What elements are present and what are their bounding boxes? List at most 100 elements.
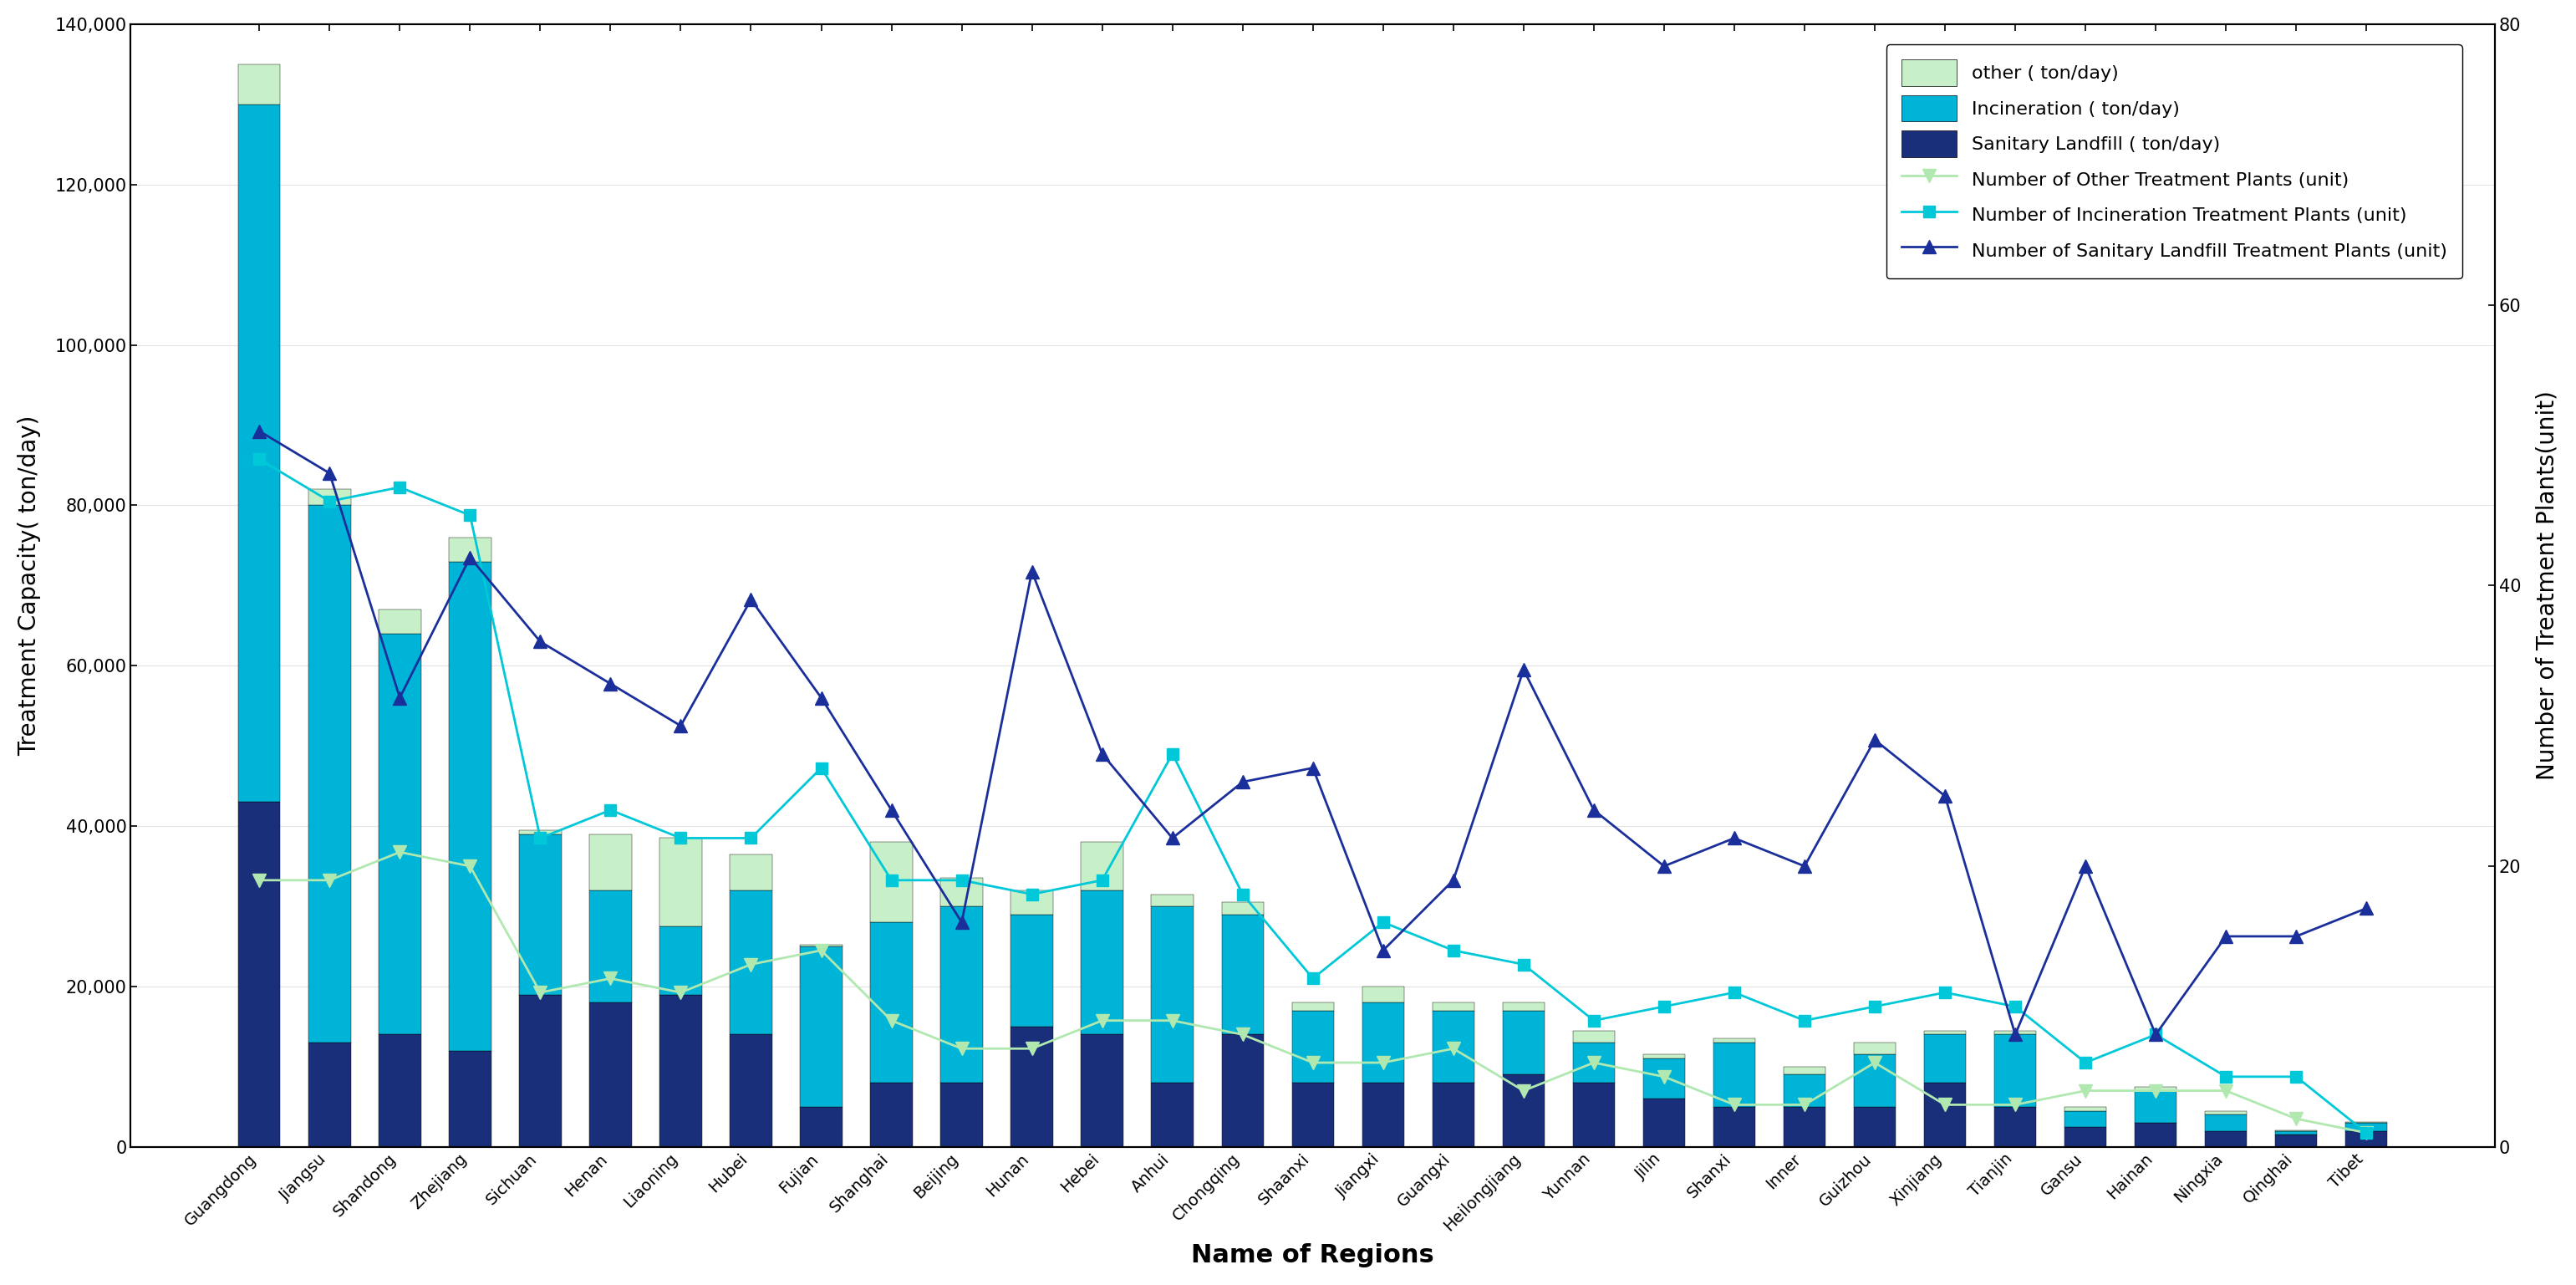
Bar <box>520 830 562 834</box>
Bar <box>448 1051 492 1146</box>
Bar <box>1855 1106 1896 1146</box>
Bar <box>1502 1010 1546 1074</box>
Bar <box>801 944 842 946</box>
Bar <box>1924 1034 1965 1083</box>
Number of Sanitary Landfill Treatment Plants (unit) <box>1437 873 1468 888</box>
Bar <box>1221 1034 1265 1146</box>
Bar <box>1855 1042 1896 1055</box>
Number of Incineration Treatment Plants (unit) <box>1157 747 1188 762</box>
Number of Sanitary Landfill Treatment Plants (unit) <box>1298 761 1329 776</box>
Bar <box>1783 1074 1826 1106</box>
Number of Sanitary Landfill Treatment Plants (unit) <box>1929 788 1960 803</box>
Number of Incineration Treatment Plants (unit) <box>806 761 837 776</box>
Number of Incineration Treatment Plants (unit) <box>1087 873 1118 888</box>
Number of Sanitary Landfill Treatment Plants (unit) <box>2141 1027 2172 1042</box>
Bar <box>1291 1010 1334 1083</box>
Bar <box>2136 1087 2177 1091</box>
Number of Sanitary Landfill Treatment Plants (unit) <box>384 690 415 705</box>
Number of Sanitary Landfill Treatment Plants (unit) <box>526 634 556 649</box>
Bar <box>1082 842 1123 891</box>
Bar <box>1574 1031 1615 1042</box>
Bar <box>379 634 420 1034</box>
Number of Other Treatment Plants (unit) <box>1437 1041 1468 1056</box>
Line: Number of Incineration Treatment Plants (unit): Number of Incineration Treatment Plants … <box>252 454 2372 1139</box>
Bar <box>1221 915 1265 1034</box>
Bar <box>448 537 492 562</box>
Number of Other Treatment Plants (unit) <box>453 858 484 874</box>
Bar <box>1713 1038 1754 1042</box>
Legend: other ( ton/day), Incineration ( ton/day), Sanitary Landfill ( ton/day), Number : other ( ton/day), Incineration ( ton/day… <box>1886 45 2463 279</box>
Bar <box>379 609 420 634</box>
Bar <box>1010 1027 1054 1146</box>
Bar <box>1713 1106 1754 1146</box>
Bar <box>590 834 631 891</box>
Bar <box>2063 1127 2107 1146</box>
Number of Incineration Treatment Plants (unit) <box>665 830 696 846</box>
Bar <box>1994 1034 2035 1106</box>
Bar <box>1221 902 1265 915</box>
Bar <box>2275 1131 2318 1135</box>
Bar <box>237 802 281 1146</box>
Bar <box>309 490 350 505</box>
Number of Incineration Treatment Plants (unit) <box>2352 1126 2383 1141</box>
Bar <box>1924 1031 1965 1034</box>
Number of Other Treatment Plants (unit) <box>245 873 276 888</box>
Bar <box>237 104 281 802</box>
Number of Incineration Treatment Plants (unit) <box>526 830 556 846</box>
Number of Other Treatment Plants (unit) <box>1579 1055 1610 1070</box>
Bar <box>729 855 773 891</box>
Bar <box>801 946 842 1106</box>
Number of Other Treatment Plants (unit) <box>1226 1027 1257 1042</box>
Number of Sanitary Landfill Treatment Plants (unit) <box>1860 732 1891 748</box>
Bar <box>729 891 773 1034</box>
Bar <box>1363 987 1404 1002</box>
Number of Incineration Treatment Plants (unit) <box>1298 970 1329 986</box>
Bar <box>1291 1002 1334 1010</box>
Number of Sanitary Landfill Treatment Plants (unit) <box>876 802 907 817</box>
Bar <box>309 1042 350 1146</box>
Bar <box>1855 1055 1896 1106</box>
Number of Incineration Treatment Plants (unit) <box>945 873 976 888</box>
Number of Other Treatment Plants (unit) <box>526 984 556 1000</box>
Bar <box>2205 1131 2246 1146</box>
Number of Sanitary Landfill Treatment Plants (unit) <box>1718 830 1749 846</box>
Number of Sanitary Landfill Treatment Plants (unit) <box>665 718 696 734</box>
Number of Incineration Treatment Plants (unit) <box>2141 1027 2172 1042</box>
Bar <box>801 1106 842 1146</box>
Number of Incineration Treatment Plants (unit) <box>2071 1055 2102 1070</box>
Number of Sanitary Landfill Treatment Plants (unit) <box>2352 901 2383 916</box>
Bar <box>1783 1067 1826 1074</box>
Bar <box>940 878 984 906</box>
Bar <box>1643 1059 1685 1099</box>
Y-axis label: Treatment Capacity( ton/day): Treatment Capacity( ton/day) <box>18 415 41 756</box>
Number of Incineration Treatment Plants (unit) <box>1929 984 1960 1000</box>
Bar <box>1151 906 1193 1083</box>
Number of Incineration Treatment Plants (unit) <box>453 508 484 523</box>
Bar <box>590 891 631 1002</box>
Bar <box>309 505 350 1042</box>
Number of Other Treatment Plants (unit) <box>595 970 626 986</box>
Bar <box>1010 891 1054 915</box>
Number of Other Treatment Plants (unit) <box>2280 1112 2311 1127</box>
Number of Other Treatment Plants (unit) <box>737 957 768 973</box>
Bar <box>1432 1083 1473 1146</box>
Bar <box>448 562 492 1051</box>
Number of Incineration Treatment Plants (unit) <box>1860 998 1891 1014</box>
Number of Sanitary Landfill Treatment Plants (unit) <box>1579 802 1610 817</box>
Number of Incineration Treatment Plants (unit) <box>1368 915 1399 930</box>
Number of Incineration Treatment Plants (unit) <box>1649 998 1680 1014</box>
Bar <box>2344 1131 2388 1146</box>
Bar <box>520 834 562 995</box>
Number of Sanitary Landfill Treatment Plants (unit) <box>1368 943 1399 959</box>
Number of Incineration Treatment Plants (unit) <box>1226 887 1257 902</box>
Number of Other Treatment Plants (unit) <box>2071 1083 2102 1099</box>
Number of Sanitary Landfill Treatment Plants (unit) <box>1157 830 1188 846</box>
Number of Incineration Treatment Plants (unit) <box>1999 998 2030 1014</box>
Bar <box>1151 1083 1193 1146</box>
Number of Other Treatment Plants (unit) <box>2210 1083 2241 1099</box>
Number of Sanitary Landfill Treatment Plants (unit) <box>1999 1027 2030 1042</box>
Number of Sanitary Landfill Treatment Plants (unit) <box>245 423 276 438</box>
Bar <box>871 923 912 1083</box>
Bar <box>237 64 281 104</box>
Bar <box>2063 1106 2107 1110</box>
